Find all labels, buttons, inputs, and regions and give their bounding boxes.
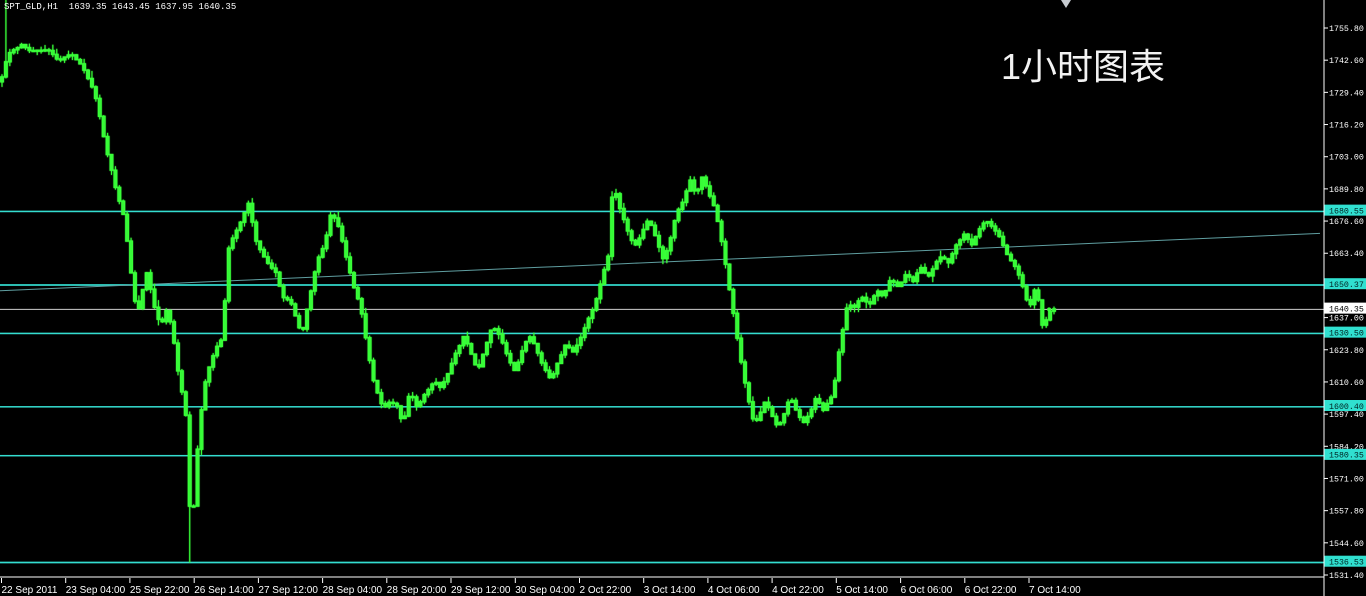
svg-text:6 Oct 06:00: 6 Oct 06:00 bbox=[901, 585, 953, 596]
svg-text:29 Sep 12:00: 29 Sep 12:00 bbox=[451, 585, 511, 596]
svg-text:2 Oct 22:00: 2 Oct 22:00 bbox=[580, 585, 632, 596]
svg-text:1630.50: 1630.50 bbox=[1329, 329, 1364, 338]
svg-text:1610.60: 1610.60 bbox=[1329, 379, 1364, 388]
svg-text:23 Sep 04:00: 23 Sep 04:00 bbox=[66, 585, 126, 596]
svg-text:1689.80: 1689.80 bbox=[1329, 186, 1364, 195]
svg-text:28 Sep 04:00: 28 Sep 04:00 bbox=[323, 585, 383, 596]
svg-text:22 Sep 2011: 22 Sep 2011 bbox=[2, 585, 58, 596]
svg-text:26 Sep 14:00: 26 Sep 14:00 bbox=[194, 585, 254, 596]
svg-text:27 Sep 12:00: 27 Sep 12:00 bbox=[258, 585, 318, 596]
svg-text:5 Oct 14:00: 5 Oct 14:00 bbox=[836, 585, 888, 596]
svg-text:1729.40: 1729.40 bbox=[1329, 89, 1364, 98]
svg-text:1755.80: 1755.80 bbox=[1329, 25, 1364, 34]
svg-text:6 Oct 22:00: 6 Oct 22:00 bbox=[965, 585, 1017, 596]
svg-text:1531.40: 1531.40 bbox=[1329, 572, 1364, 581]
svg-text:7 Oct 14:00: 7 Oct 14:00 bbox=[1029, 585, 1081, 596]
svg-text:1623.80: 1623.80 bbox=[1329, 347, 1364, 356]
svg-text:1600.40: 1600.40 bbox=[1329, 403, 1364, 412]
svg-text:1650.37: 1650.37 bbox=[1329, 281, 1364, 290]
svg-text:1536.53: 1536.53 bbox=[1329, 559, 1364, 568]
svg-text:1557.80: 1557.80 bbox=[1329, 508, 1364, 517]
svg-text:4 Oct 06:00: 4 Oct 06:00 bbox=[708, 585, 760, 596]
svg-text:30 Sep 04:00: 30 Sep 04:00 bbox=[515, 585, 575, 596]
svg-text:1597.40: 1597.40 bbox=[1329, 411, 1364, 420]
svg-text:25 Sep 22:00: 25 Sep 22:00 bbox=[130, 585, 190, 596]
svg-text:1571.00: 1571.00 bbox=[1329, 475, 1364, 484]
svg-text:3 Oct 14:00: 3 Oct 14:00 bbox=[644, 585, 696, 596]
svg-text:1544.60: 1544.60 bbox=[1329, 540, 1364, 549]
svg-text:1663.40: 1663.40 bbox=[1329, 250, 1364, 259]
svg-text:1716.20: 1716.20 bbox=[1329, 122, 1364, 131]
svg-text:1640.35: 1640.35 bbox=[1329, 305, 1364, 314]
svg-text:1680.55: 1680.55 bbox=[1329, 207, 1364, 216]
svg-text:1580.35: 1580.35 bbox=[1329, 452, 1364, 461]
svg-text:4 Oct 22:00: 4 Oct 22:00 bbox=[772, 585, 824, 596]
svg-text:1676.60: 1676.60 bbox=[1329, 218, 1364, 227]
svg-text:1742.60: 1742.60 bbox=[1329, 57, 1364, 66]
svg-text:28 Sep 20:00: 28 Sep 20:00 bbox=[387, 585, 447, 596]
svg-text:1703.00: 1703.00 bbox=[1329, 154, 1364, 163]
svg-text:1637.00: 1637.00 bbox=[1329, 315, 1364, 324]
